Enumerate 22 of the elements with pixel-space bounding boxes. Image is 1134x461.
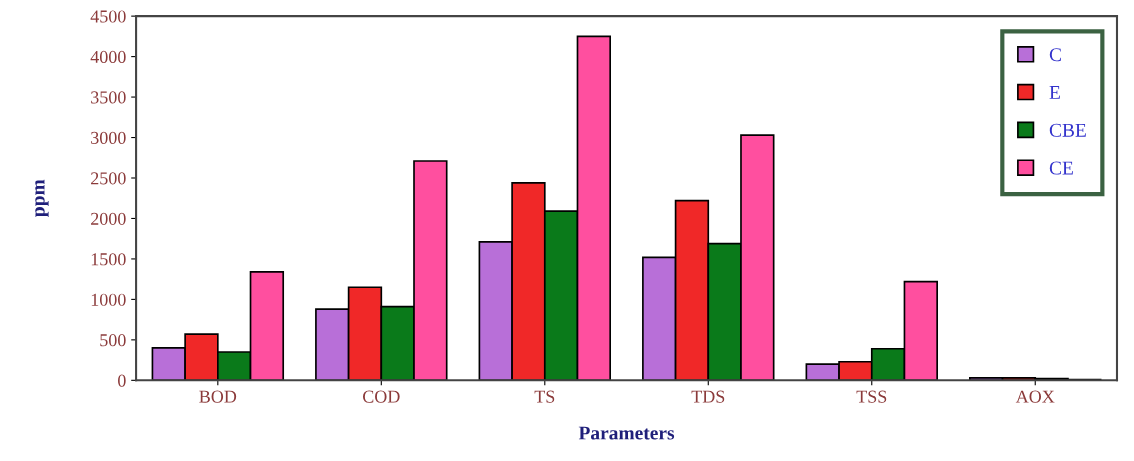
x-tick-label: BOD bbox=[199, 390, 237, 403]
y-tick-label: 1500 bbox=[91, 253, 126, 266]
y-tick-label: 500 bbox=[100, 334, 126, 347]
y-tick-label: 2000 bbox=[91, 212, 126, 225]
y-axis-title: ppm bbox=[35, 179, 49, 217]
legend-label: CE bbox=[1049, 161, 1073, 175]
y-tick-label: 1000 bbox=[91, 293, 126, 306]
x-axis-title: Parameters bbox=[578, 426, 675, 440]
x-tick-label: COD bbox=[362, 390, 400, 403]
y-tick-label: 3000 bbox=[91, 131, 126, 144]
x-tick-label: TS bbox=[534, 390, 555, 403]
y-tick-label: 4500 bbox=[90, 10, 126, 23]
x-tick-label: TSS bbox=[856, 390, 887, 403]
y-tick-label: 0 bbox=[118, 374, 126, 387]
legend-label: CBE bbox=[1049, 123, 1086, 137]
legend-label: E bbox=[1049, 86, 1060, 99]
y-tick-label: 3500 bbox=[91, 91, 126, 104]
y-tick-label: 2500 bbox=[91, 172, 126, 185]
legend-label: C bbox=[1049, 48, 1061, 62]
y-tick-label: 4000 bbox=[90, 50, 126, 64]
x-tick-label: AOX bbox=[1015, 390, 1055, 403]
x-tick-label: TDS bbox=[691, 390, 725, 403]
